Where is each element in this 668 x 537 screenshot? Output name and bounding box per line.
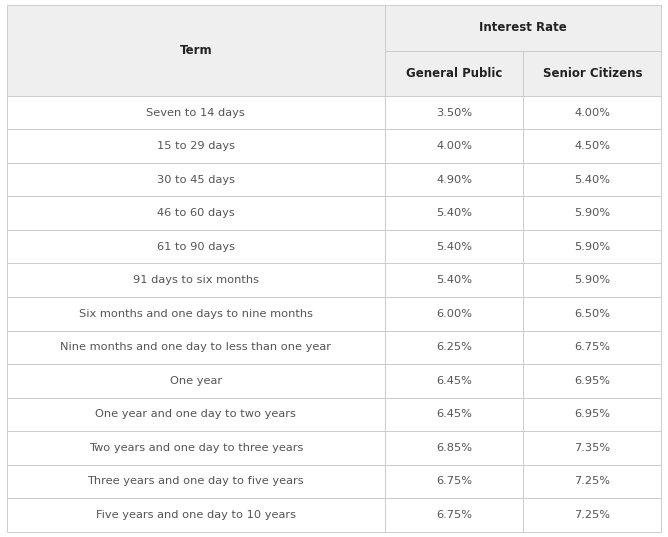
Bar [385,431,523,465]
Bar [385,163,523,197]
Text: 5.40%: 5.40% [436,275,472,285]
Bar [523,197,661,230]
Bar [523,397,661,431]
Text: 6.75%: 6.75% [436,476,472,487]
Bar [7,129,385,163]
Bar [385,364,523,397]
Bar [385,397,523,431]
Text: 6.45%: 6.45% [436,376,472,386]
Bar [7,364,385,397]
Bar [7,397,385,431]
Bar [7,163,385,197]
Text: Seven to 14 days: Seven to 14 days [146,107,245,118]
Text: Interest Rate: Interest Rate [480,21,567,34]
Bar [7,498,385,532]
Bar [385,129,523,163]
Bar [7,264,385,297]
Text: 6.85%: 6.85% [436,443,472,453]
Bar [523,431,661,465]
Bar [385,5,661,50]
Text: Two years and one day to three years: Two years and one day to three years [89,443,303,453]
Bar [385,498,523,532]
Text: 5.90%: 5.90% [574,208,611,218]
Text: 4.90%: 4.90% [436,175,472,185]
Bar [523,364,661,397]
Bar [523,498,661,532]
Text: 5.90%: 5.90% [574,242,611,252]
Text: 6.75%: 6.75% [436,510,472,520]
Bar [7,297,385,330]
Text: Six months and one days to nine months: Six months and one days to nine months [79,309,313,319]
Text: 15 to 29 days: 15 to 29 days [157,141,235,151]
Bar [7,5,385,96]
Text: 5.40%: 5.40% [574,175,611,185]
Text: 91 days to six months: 91 days to six months [133,275,259,285]
Text: Five years and one day to 10 years: Five years and one day to 10 years [96,510,296,520]
Text: 4.00%: 4.00% [436,141,472,151]
Text: 3.50%: 3.50% [436,107,472,118]
Bar [385,50,523,96]
Text: 6.50%: 6.50% [574,309,611,319]
Bar [523,297,661,330]
Bar [385,230,523,264]
Bar [523,50,661,96]
Text: 6.75%: 6.75% [574,342,611,352]
Text: Senior Citizens: Senior Citizens [542,67,642,80]
Bar [7,431,385,465]
Text: 6.00%: 6.00% [436,309,472,319]
Text: Term: Term [180,44,212,57]
Text: Nine months and one day to less than one year: Nine months and one day to less than one… [60,342,331,352]
Text: 5.40%: 5.40% [436,208,472,218]
Text: 7.35%: 7.35% [574,443,611,453]
Bar [523,264,661,297]
Bar [385,297,523,330]
Text: 6.25%: 6.25% [436,342,472,352]
Text: 61 to 90 days: 61 to 90 days [157,242,235,252]
Bar [7,197,385,230]
Text: 4.00%: 4.00% [574,107,611,118]
Text: 6.95%: 6.95% [574,409,611,419]
Bar [523,129,661,163]
Bar [523,163,661,197]
Text: 4.50%: 4.50% [574,141,611,151]
Bar [7,330,385,364]
Text: 6.95%: 6.95% [574,376,611,386]
Bar [7,465,385,498]
Bar [523,330,661,364]
Text: 7.25%: 7.25% [574,476,611,487]
Bar [523,96,661,129]
Bar [7,230,385,264]
Text: Three years and one day to five years: Three years and one day to five years [88,476,304,487]
Bar [385,465,523,498]
Bar [7,96,385,129]
Bar [385,264,523,297]
Bar [523,230,661,264]
Text: 7.25%: 7.25% [574,510,611,520]
Text: One year and one day to two years: One year and one day to two years [96,409,297,419]
Text: One year: One year [170,376,222,386]
Text: 46 to 60 days: 46 to 60 days [157,208,234,218]
Bar [385,197,523,230]
Bar [385,330,523,364]
Bar [385,96,523,129]
Text: 30 to 45 days: 30 to 45 days [157,175,235,185]
Text: 5.40%: 5.40% [436,242,472,252]
Text: General Public: General Public [406,67,502,80]
Bar [523,465,661,498]
Text: 6.45%: 6.45% [436,409,472,419]
Text: 5.90%: 5.90% [574,275,611,285]
